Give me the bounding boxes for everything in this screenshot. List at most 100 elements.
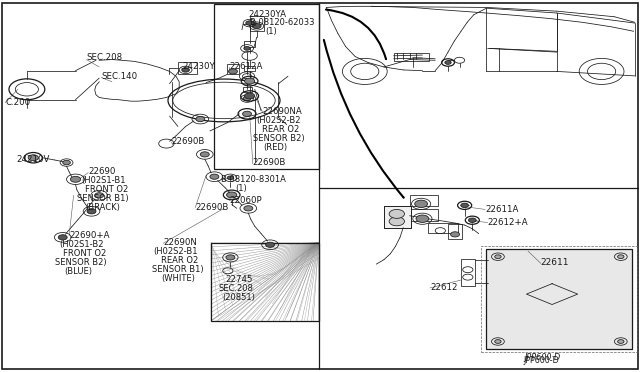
Circle shape <box>210 174 219 179</box>
Text: (BRACK): (BRACK) <box>85 203 120 212</box>
Text: FRONT O2: FRONT O2 <box>63 249 106 258</box>
Bar <box>410 195 438 206</box>
Text: B 08120-8301A: B 08120-8301A <box>221 175 285 184</box>
Bar <box>214 4 319 169</box>
Circle shape <box>244 46 250 50</box>
Circle shape <box>70 176 81 182</box>
Text: 22690NA: 22690NA <box>262 107 302 116</box>
Circle shape <box>182 68 189 72</box>
Circle shape <box>416 215 429 222</box>
Circle shape <box>618 340 624 343</box>
Text: 22611A: 22611A <box>485 205 518 214</box>
Bar <box>244 41 255 46</box>
Text: (H02S2-B2: (H02S2-B2 <box>256 116 301 125</box>
Text: (BLUE): (BLUE) <box>64 267 92 276</box>
Circle shape <box>95 193 104 198</box>
Circle shape <box>495 340 501 343</box>
Text: (H02S2-B1: (H02S2-B1 <box>154 247 198 256</box>
Bar <box>244 66 255 71</box>
Bar <box>250 16 264 31</box>
Bar <box>227 64 239 74</box>
Circle shape <box>415 200 428 208</box>
Bar <box>243 87 252 92</box>
Text: SEC.140: SEC.140 <box>101 72 137 81</box>
Text: (20851): (20851) <box>223 293 255 302</box>
Text: 24230YA: 24230YA <box>248 10 286 19</box>
Circle shape <box>445 61 451 64</box>
FancyArrowPatch shape <box>324 40 404 198</box>
Text: C.200: C.200 <box>5 98 30 107</box>
Bar <box>384 206 411 228</box>
Bar <box>448 224 462 239</box>
Text: JPP600-D: JPP600-D <box>524 356 559 365</box>
Text: 22611: 22611 <box>541 258 570 267</box>
Text: SENSOR B1): SENSOR B1) <box>77 194 129 203</box>
Text: JPP600·D: JPP600·D <box>525 353 561 362</box>
Circle shape <box>246 21 253 25</box>
Circle shape <box>468 218 476 222</box>
Bar <box>211 243 319 321</box>
Bar <box>486 249 632 349</box>
Text: 22690N: 22690N <box>163 238 197 247</box>
Circle shape <box>228 69 237 74</box>
Text: 22690B: 22690B <box>172 137 205 146</box>
Circle shape <box>495 255 501 259</box>
Text: 22690+A: 22690+A <box>69 231 109 240</box>
Circle shape <box>618 255 624 259</box>
Text: 24210V: 24210V <box>16 155 49 164</box>
Text: (H02S1-B2: (H02S1-B2 <box>59 240 104 249</box>
Text: 22690B: 22690B <box>195 203 228 212</box>
Text: SEC.208: SEC.208 <box>219 284 253 293</box>
Text: 22612+A: 22612+A <box>488 218 528 227</box>
Circle shape <box>58 235 67 240</box>
Text: 22690: 22690 <box>88 167 116 176</box>
Bar <box>428 223 458 232</box>
Circle shape <box>87 209 96 214</box>
Bar <box>410 209 438 221</box>
Circle shape <box>243 111 252 116</box>
Circle shape <box>389 217 404 226</box>
FancyArrowPatch shape <box>326 10 386 59</box>
Circle shape <box>227 176 234 180</box>
Circle shape <box>461 203 468 208</box>
Text: 22612: 22612 <box>430 283 458 292</box>
Text: 22060P: 22060P <box>229 196 262 205</box>
Circle shape <box>196 116 205 122</box>
Circle shape <box>63 160 70 165</box>
Circle shape <box>266 242 275 247</box>
Circle shape <box>200 152 209 157</box>
Bar <box>461 259 475 286</box>
Circle shape <box>243 96 251 101</box>
Text: (1): (1) <box>266 27 277 36</box>
Text: B 08120-62033: B 08120-62033 <box>250 18 314 27</box>
Text: 22745: 22745 <box>225 275 253 284</box>
Text: (WHITE): (WHITE) <box>161 274 195 283</box>
Circle shape <box>389 209 404 218</box>
Text: SEC.208: SEC.208 <box>86 53 122 62</box>
Circle shape <box>244 93 255 99</box>
Text: REAR O2: REAR O2 <box>262 125 300 134</box>
Bar <box>384 206 411 228</box>
Text: (RED): (RED) <box>264 143 288 152</box>
Text: 24230Y: 24230Y <box>182 62 215 71</box>
Bar <box>486 249 632 349</box>
Text: FRONT O2: FRONT O2 <box>85 185 129 194</box>
Text: 22690B: 22690B <box>253 158 286 167</box>
Bar <box>178 62 197 74</box>
Text: (1): (1) <box>236 184 247 193</box>
Text: SENSOR B2): SENSOR B2) <box>55 258 107 267</box>
Text: 22612A: 22612A <box>229 62 262 71</box>
Circle shape <box>244 78 255 84</box>
Circle shape <box>28 155 38 161</box>
Circle shape <box>227 192 237 198</box>
Text: SENSOR B2): SENSOR B2) <box>253 134 305 143</box>
Bar <box>481 246 637 352</box>
Bar <box>394 53 429 61</box>
Text: (H02S1-B1: (H02S1-B1 <box>81 176 126 185</box>
Circle shape <box>451 232 460 237</box>
Text: SENSOR B1): SENSOR B1) <box>152 265 204 274</box>
Text: REAR O2: REAR O2 <box>161 256 198 265</box>
Circle shape <box>244 206 253 211</box>
Circle shape <box>226 255 235 260</box>
Circle shape <box>252 23 261 29</box>
